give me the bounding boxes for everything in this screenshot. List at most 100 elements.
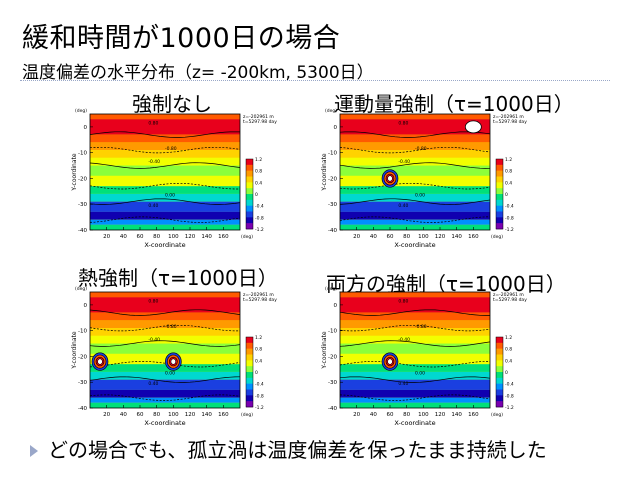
colorbar-swatch: [496, 205, 503, 212]
colorbar-tick-label: -1.2: [505, 227, 514, 233]
x-axis-title: X-coordinate: [144, 241, 185, 249]
x-tick-label: 140: [201, 234, 212, 240]
colorbar-swatch: [496, 188, 503, 195]
colorbar-tick-label: 0.4: [255, 180, 262, 186]
panel-no-forcing: 0.80 -0.80 -0.40 0.00 0.40 0 -10 -20 -30 -40 (deg)…: [70, 106, 280, 261]
info-level: z=-202961 m: [493, 292, 524, 298]
colorbar-tick-label: 1.2: [505, 335, 512, 341]
color-band: [340, 142, 490, 151]
y-axis-title: Y-coordinate: [71, 331, 78, 369]
warm-anomaly-spot: [464, 120, 482, 134]
plot-frame: [89, 113, 241, 231]
y-tick-label: -20: [78, 354, 87, 360]
colorbar-swatch: [246, 164, 253, 171]
x-tick-label: 80: [153, 234, 160, 240]
colorbar-frame: [495, 158, 504, 230]
x-axis-title: X-coordinate: [394, 241, 435, 249]
color-band: [90, 175, 240, 187]
colorbar-swatch: [246, 377, 253, 384]
color-band: [90, 142, 240, 151]
color-band: [90, 335, 240, 344]
colorbar-tick-label: 0: [505, 192, 508, 198]
color-band: [340, 150, 490, 158]
color-band: [90, 165, 240, 176]
color-band: [90, 150, 240, 158]
info-level: z=-202961 m: [243, 114, 274, 120]
y-tick-label: -10: [78, 329, 87, 335]
x-tick-label: 60: [387, 234, 394, 240]
color-band: [340, 371, 490, 380]
colorbar-swatch: [246, 182, 253, 189]
colorbar-swatch: [496, 354, 503, 361]
color-band: [340, 292, 490, 298]
colorbar-swatch: [246, 217, 253, 224]
y-tick-label: -10: [328, 329, 337, 335]
x-tick-label: 160: [218, 234, 229, 240]
colorbar-tick-label: 1.2: [255, 157, 262, 163]
contour-value-label: 0.00: [165, 370, 175, 376]
colorbar-tick-label: 0.4: [505, 358, 512, 364]
contour-plot-both-forcing: 0.80-0.80-0.400.000.400-10-20-30-40(deg)…: [321, 286, 527, 427]
plot-frame: [339, 291, 491, 409]
x-tick-label: 120: [435, 412, 446, 418]
color-band: [340, 389, 490, 398]
color-band: [90, 224, 240, 230]
contour-value-label: 0.00: [415, 370, 425, 376]
colorbar-frame: [245, 158, 254, 230]
colorbar-frame: [495, 336, 504, 408]
color-band: [340, 193, 490, 202]
colorbar-swatch: [496, 401, 503, 408]
info-time: t=5297.98 day: [493, 119, 527, 125]
color-band: [90, 292, 240, 298]
y-tick-label: -10: [328, 151, 337, 157]
contour-value-label: 0.80: [398, 298, 408, 304]
colorbar-swatch: [246, 366, 253, 373]
x-axis-title: X-coordinate: [144, 419, 185, 427]
x-tick-label: 40: [370, 412, 377, 418]
vortex-contour: [97, 358, 103, 365]
contour-line: [89, 182, 240, 190]
colorbar-swatch: [246, 395, 253, 402]
contour-value-label: 0.40: [148, 381, 158, 387]
colorbar-tick-label: -0.8: [255, 215, 264, 221]
colorbar-swatch: [246, 223, 253, 230]
contour-value-label: 0.40: [398, 381, 408, 387]
colorbar-tick-label: 0.8: [505, 347, 512, 353]
colorbar-swatch: [496, 211, 503, 218]
color-band: [340, 157, 490, 166]
colorbar-swatch: [496, 342, 503, 349]
panel-label-no-forcing: 強制なし: [132, 92, 212, 116]
y-tick-label: -20: [78, 176, 87, 182]
contour-value-label: -0.40: [398, 337, 410, 343]
y-unit-label: (deg): [325, 108, 337, 114]
info-time: t=5297.98 day: [243, 119, 277, 125]
x-unit-label: (deg): [241, 412, 253, 418]
contour-line: [89, 131, 241, 138]
color-band: [90, 389, 240, 398]
colorbar-tick-label: -0.4: [505, 382, 514, 388]
colorbar-swatch: [246, 401, 253, 408]
plot-frame: [339, 113, 491, 231]
x-tick-label: 60: [387, 412, 394, 418]
contour-line: [339, 146, 491, 154]
color-band: [90, 320, 240, 329]
color-band: [90, 312, 240, 321]
x-tick-label: 40: [120, 234, 127, 240]
colorbar-swatch: [496, 337, 503, 344]
colorbar-swatch: [496, 389, 503, 396]
contour-plot-heat-forcing: 0.80-0.80-0.400.000.400-10-20-30-40(deg)…: [71, 286, 277, 427]
colorbar-tick-label: 0.8: [255, 347, 262, 353]
vortex-contour: [387, 358, 393, 365]
color-band: [90, 328, 240, 336]
y-tick-label: -20: [328, 354, 337, 360]
x-tick-label: 160: [218, 412, 229, 418]
x-tick-label: 120: [185, 234, 196, 240]
panel-heat-forcing: 0.80 -0.80 -0.40 0.00 0.40 0 -10 -20 -30 -40 (deg)…: [70, 284, 280, 439]
x-tick-label: 40: [120, 412, 127, 418]
y-tick-label: -10: [78, 151, 87, 157]
colorbar-swatch: [496, 348, 503, 355]
colorbar-swatch: [246, 199, 253, 206]
x-tick-label: 120: [435, 234, 446, 240]
color-band: [90, 343, 240, 354]
colorbar-tick-label: -1.2: [255, 405, 264, 411]
